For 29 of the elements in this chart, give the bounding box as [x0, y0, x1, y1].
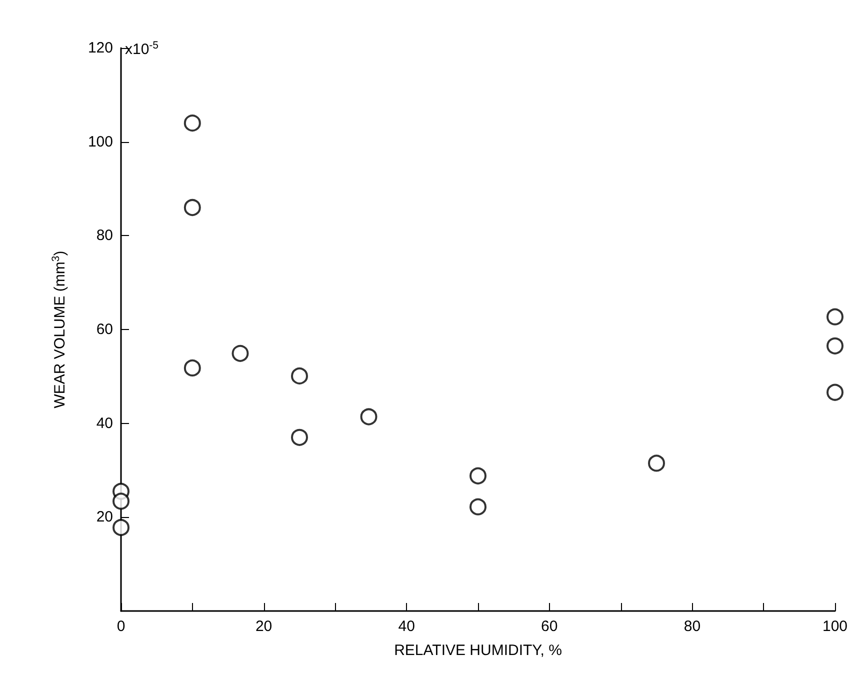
point [826, 384, 844, 401]
point [826, 337, 844, 354]
y-tick-label: 40 [96, 414, 113, 432]
point [184, 359, 201, 376]
x-tick-label: 0 [116, 618, 126, 635]
y-axis-title: WEAR VOLUME (mm3) [50, 250, 68, 408]
point [184, 114, 201, 132]
point [648, 454, 665, 472]
x-tick-label: 80 [684, 618, 701, 635]
x-tick-label: 60 [541, 618, 558, 635]
point [470, 467, 486, 484]
point [360, 408, 378, 426]
point [826, 308, 844, 326]
point [470, 498, 486, 516]
y-tick-label: 60 [96, 321, 113, 338]
x-tick-label: 20 [255, 618, 272, 635]
point [112, 492, 130, 510]
y-tick-label: 120 [88, 40, 113, 56]
y-tick-label: 20 [96, 508, 113, 526]
point [291, 367, 308, 384]
x-axis-title: RELATIVE HUMIDITY, % [394, 642, 562, 659]
point [184, 199, 201, 216]
y-tick-label: 100 [88, 133, 113, 150]
point [291, 428, 308, 446]
x-tick-label: 40 [398, 618, 415, 635]
point [232, 344, 249, 362]
x-tick-label: 100 [822, 618, 848, 635]
point [112, 518, 130, 536]
y-tick-label: 80 [96, 227, 113, 244]
